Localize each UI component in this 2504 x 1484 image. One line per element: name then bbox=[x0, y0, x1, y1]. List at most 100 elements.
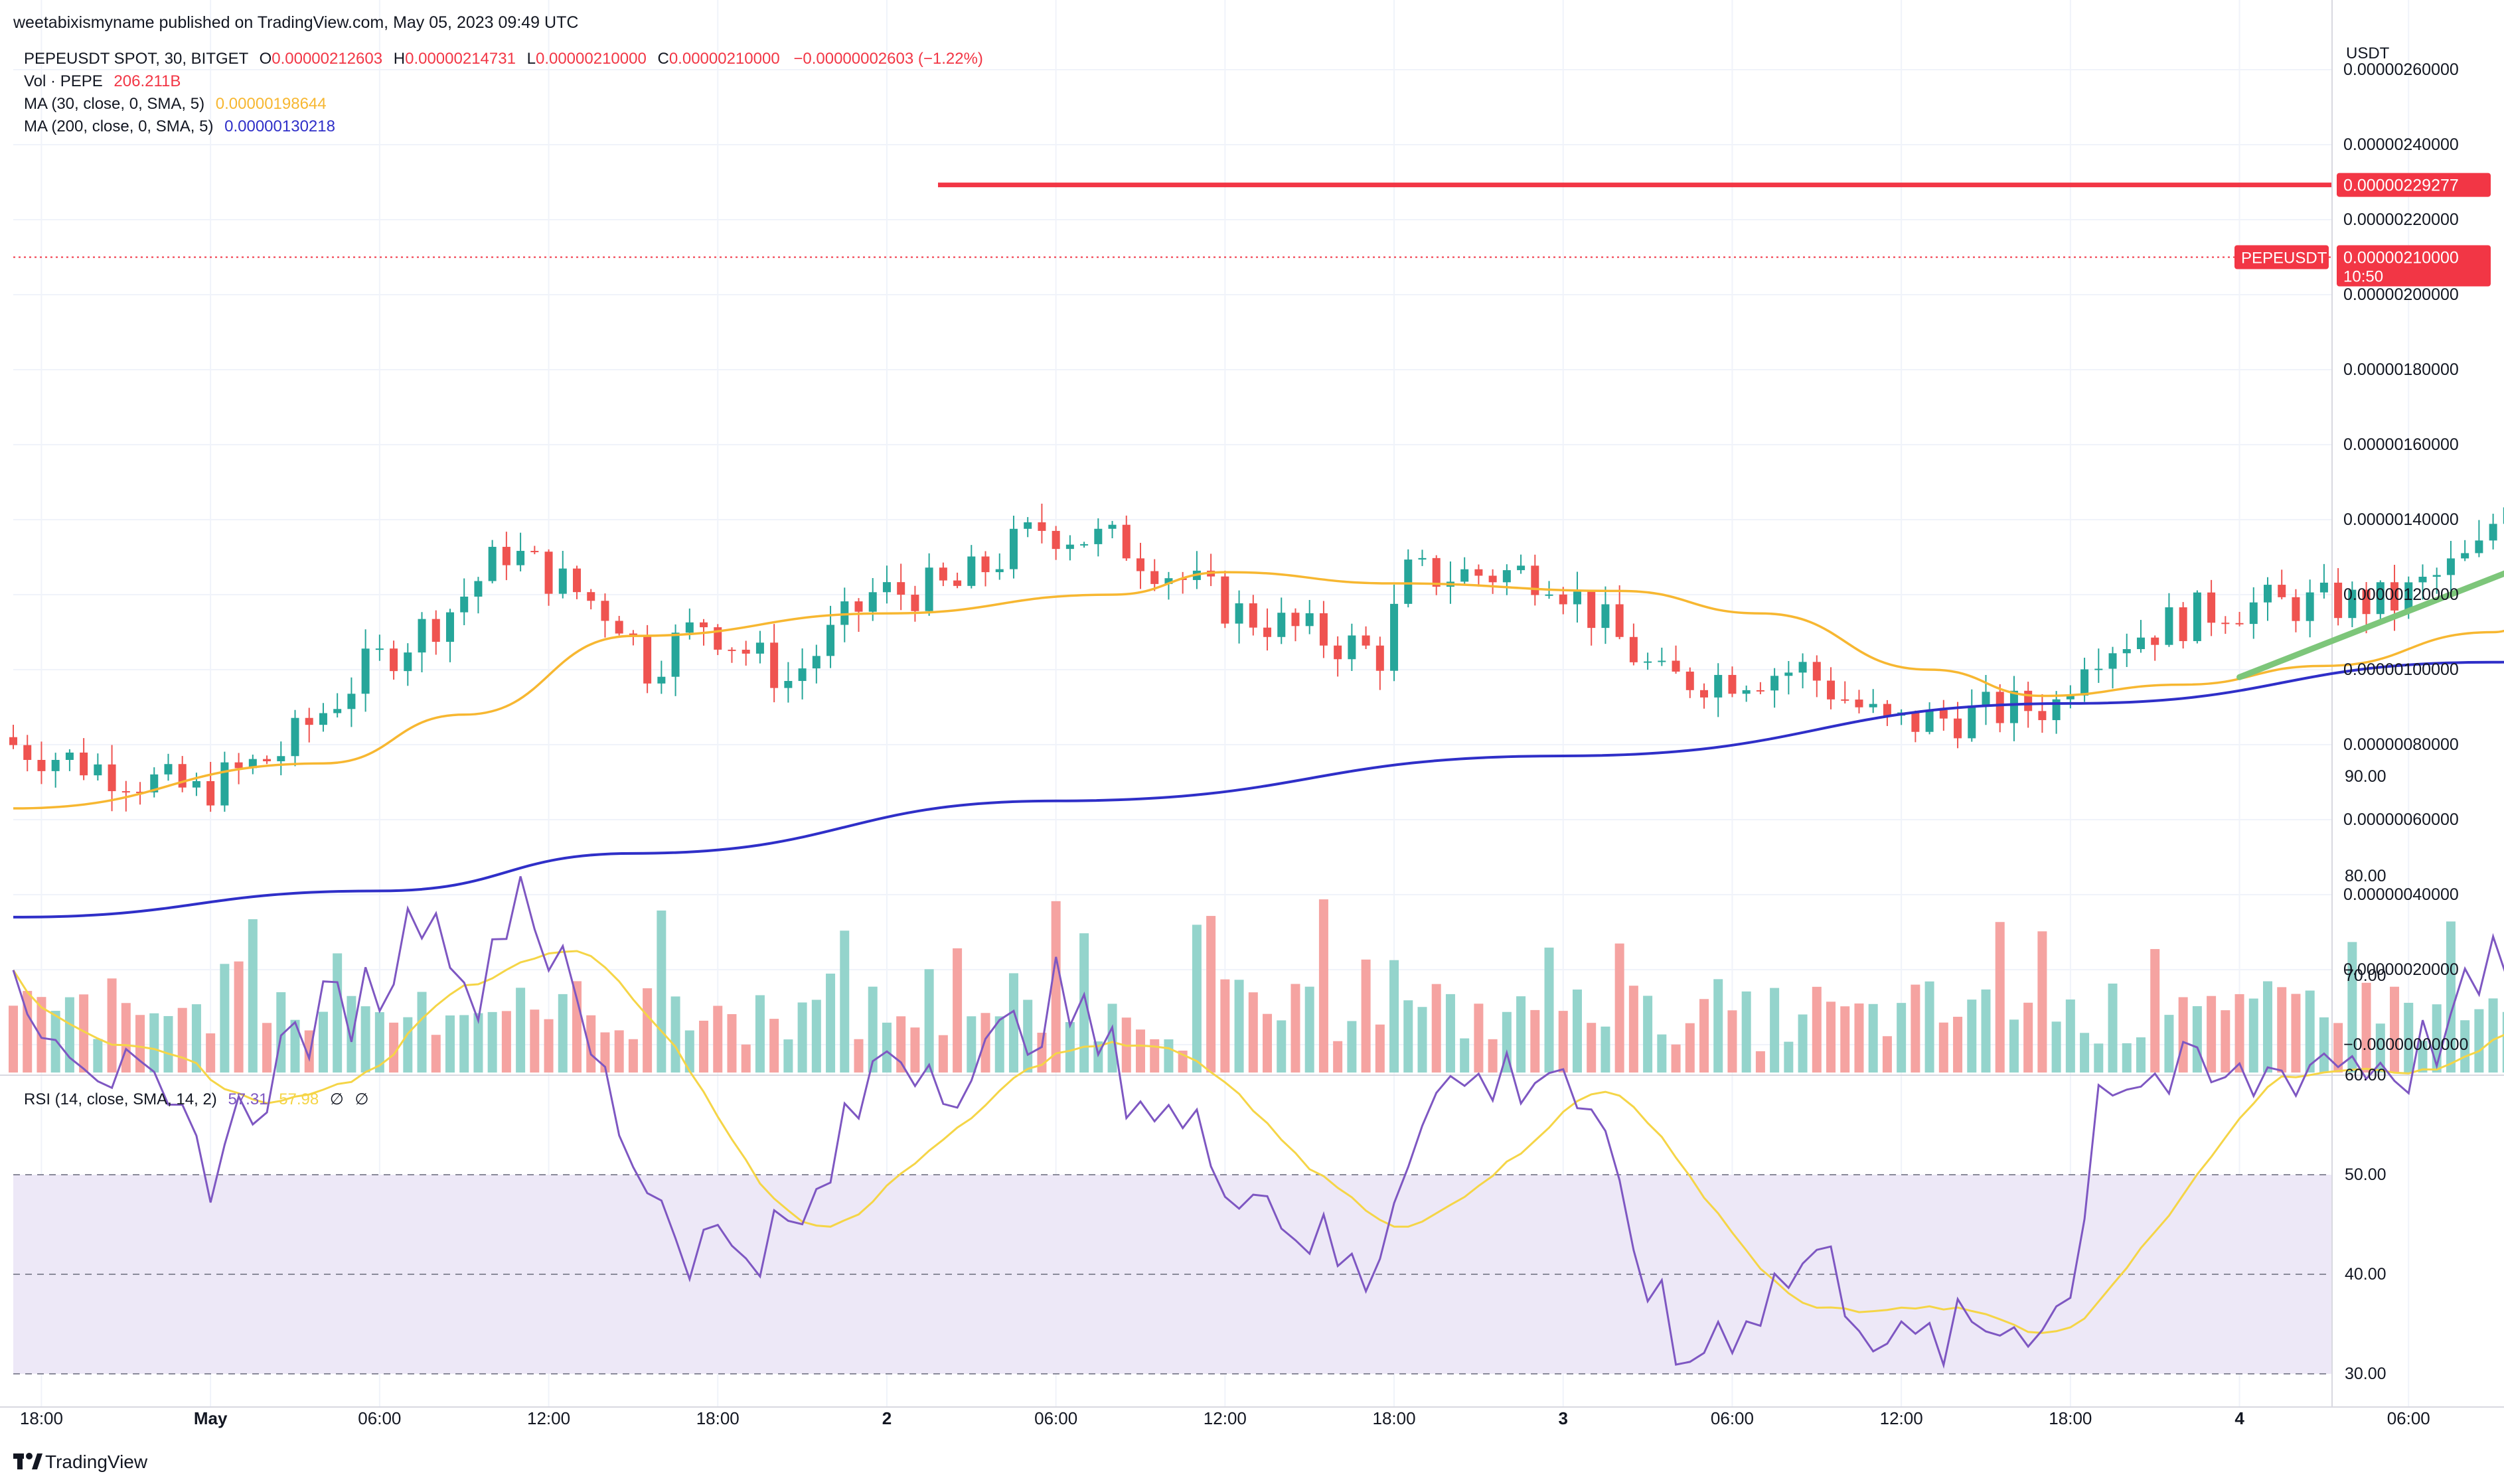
candle-body[interactable] bbox=[798, 668, 807, 682]
candle-body[interactable] bbox=[1672, 660, 1680, 672]
candle-body[interactable] bbox=[23, 745, 32, 761]
ma30-legend[interactable]: MA (30, close, 0, SMA, 5) 0.00000198644 bbox=[24, 95, 327, 113]
candle-body[interactable] bbox=[1235, 603, 1243, 624]
candle-body[interactable] bbox=[657, 676, 666, 684]
candle-body[interactable] bbox=[2376, 582, 2385, 615]
rsi-axis[interactable]: 90.00 80.00 70.00 60.00 50.00 40.00 30.00 bbox=[2345, 767, 2387, 1383]
candle-body[interactable] bbox=[2122, 649, 2131, 654]
candle-body[interactable] bbox=[37, 760, 46, 771]
rsi-ma-line[interactable] bbox=[12, 921, 2504, 1334]
candle-body[interactable] bbox=[2165, 607, 2173, 645]
candle-body[interactable] bbox=[9, 737, 17, 745]
candle-body[interactable] bbox=[1375, 645, 1384, 671]
candle-body[interactable] bbox=[1024, 522, 1032, 529]
candle-body[interactable] bbox=[1249, 603, 1257, 628]
candle-body[interactable] bbox=[897, 582, 905, 595]
candle-body[interactable] bbox=[530, 551, 539, 553]
candle-body[interactable] bbox=[1362, 635, 1370, 646]
candle-body[interactable] bbox=[178, 764, 187, 788]
candle-body[interactable] bbox=[2080, 669, 2089, 696]
candle-body[interactable] bbox=[981, 556, 990, 573]
candle-body[interactable] bbox=[220, 762, 229, 806]
candle-body[interactable] bbox=[1418, 557, 1427, 560]
candle-body[interactable] bbox=[2404, 582, 2413, 611]
candle-body[interactable] bbox=[375, 648, 384, 650]
candle-body[interactable] bbox=[2292, 597, 2300, 621]
candle-body[interactable] bbox=[2446, 558, 2455, 575]
candle-body[interactable] bbox=[206, 780, 215, 806]
candle-body[interactable] bbox=[1305, 613, 1314, 627]
candle-body[interactable] bbox=[615, 621, 623, 634]
candle-body[interactable] bbox=[1136, 558, 1144, 571]
candle-body[interactable] bbox=[882, 582, 891, 593]
candle-body[interactable] bbox=[770, 642, 779, 688]
candle-body[interactable] bbox=[1742, 690, 1751, 694]
price-axis[interactable]: 0.00000260000 0.00000240000 0.00000220000 0… bbox=[2343, 60, 2468, 1054]
candle-body[interactable] bbox=[94, 764, 102, 776]
candle-body[interactable] bbox=[2306, 592, 2314, 621]
candle-body[interactable] bbox=[1319, 613, 1328, 646]
candle-body[interactable] bbox=[1841, 699, 1849, 701]
candle-body[interactable] bbox=[1855, 700, 1863, 707]
candle-body[interactable] bbox=[2151, 637, 2159, 645]
candle-body[interactable] bbox=[1474, 569, 1483, 576]
candle-body[interactable] bbox=[2489, 524, 2497, 541]
candle-body[interactable] bbox=[1545, 594, 1553, 596]
candle-body[interactable] bbox=[2362, 589, 2371, 615]
candle-body[interactable] bbox=[1629, 636, 1638, 662]
candle-body[interactable] bbox=[2461, 553, 2469, 559]
candle-body[interactable] bbox=[263, 759, 272, 762]
candle-body[interactable] bbox=[685, 622, 694, 633]
candle-body[interactable] bbox=[1728, 674, 1737, 694]
ma30-line[interactable] bbox=[13, 299, 2504, 810]
candle-body[interactable] bbox=[601, 601, 609, 621]
candle-body[interactable] bbox=[1954, 718, 1962, 739]
candle-body[interactable] bbox=[150, 774, 159, 792]
candle-body[interactable] bbox=[1573, 591, 1581, 605]
candle-body[interactable] bbox=[1827, 680, 1836, 700]
candle-body[interactable] bbox=[2278, 585, 2286, 597]
candle-body[interactable] bbox=[1404, 559, 1413, 604]
candle-body[interactable] bbox=[1587, 591, 1596, 629]
candle-body[interactable] bbox=[1009, 528, 1018, 569]
candle-body[interactable] bbox=[2235, 623, 2244, 625]
candle-body[interactable] bbox=[587, 592, 595, 601]
candle-body[interactable] bbox=[1995, 692, 2004, 723]
candle-body[interactable] bbox=[1658, 660, 1666, 662]
candle-body[interactable] bbox=[502, 546, 510, 565]
candle-body[interactable] bbox=[1982, 692, 1990, 706]
candle-body[interactable] bbox=[925, 567, 933, 611]
candle-body[interactable] bbox=[1559, 594, 1567, 605]
candle-body[interactable] bbox=[361, 648, 370, 694]
candle-body[interactable] bbox=[121, 791, 130, 793]
candle-body[interactable] bbox=[643, 636, 652, 684]
candle-body[interactable] bbox=[1080, 544, 1089, 546]
candle-body[interactable] bbox=[2193, 592, 2201, 641]
candle-body[interactable] bbox=[671, 632, 680, 677]
candle-body[interactable] bbox=[2024, 690, 2033, 711]
candle-body[interactable] bbox=[2108, 653, 2117, 669]
candle-body[interactable] bbox=[404, 652, 412, 672]
candle-body[interactable] bbox=[291, 717, 299, 757]
candle-body[interactable] bbox=[1390, 603, 1399, 671]
rsi-legend[interactable]: RSI (14, close, SMA, 14, 2) 57.31 57.98 … bbox=[24, 1090, 368, 1108]
candle-body[interactable] bbox=[1150, 571, 1159, 584]
candle-body[interactable] bbox=[1700, 690, 1708, 698]
candle-body[interactable] bbox=[2503, 507, 2504, 524]
candle-body[interactable] bbox=[1291, 613, 1300, 627]
candle-body[interactable] bbox=[164, 764, 173, 775]
candle-body[interactable] bbox=[2334, 582, 2343, 619]
ma200-legend[interactable]: MA (200, close, 0, SMA, 5) 0.00000130218 bbox=[24, 117, 335, 135]
candle-body[interactable] bbox=[1869, 704, 1877, 707]
candle-body[interactable] bbox=[1601, 604, 1610, 629]
candle-body[interactable] bbox=[1094, 528, 1103, 544]
candle-body[interactable] bbox=[1925, 710, 1934, 732]
candle-body[interactable] bbox=[431, 619, 440, 642]
candle-body[interactable] bbox=[714, 627, 722, 650]
candle-body[interactable] bbox=[1812, 662, 1821, 681]
candle-body[interactable] bbox=[995, 569, 1004, 573]
candle-body[interactable] bbox=[1348, 635, 1356, 660]
candle-body[interactable] bbox=[1502, 570, 1511, 583]
candle-body[interactable] bbox=[1911, 712, 1920, 732]
